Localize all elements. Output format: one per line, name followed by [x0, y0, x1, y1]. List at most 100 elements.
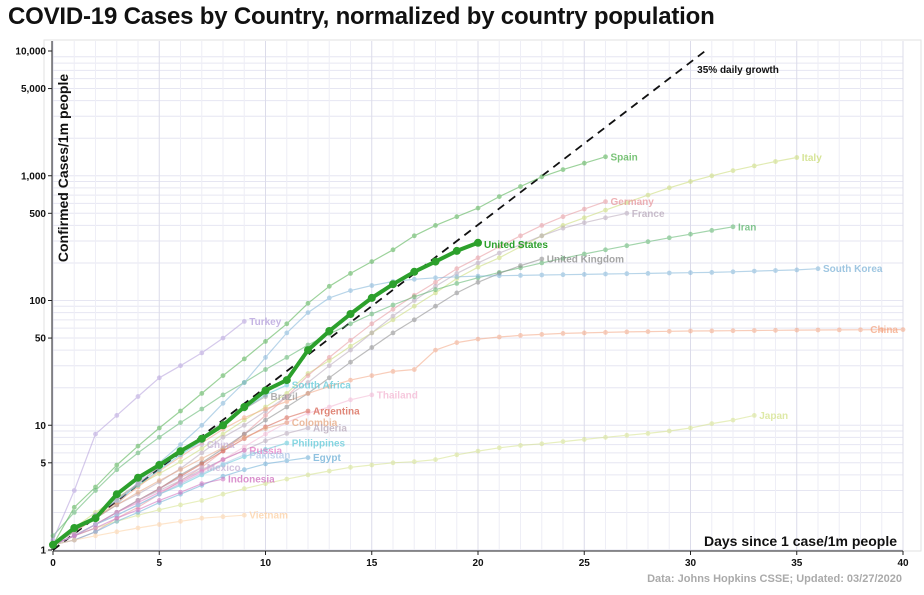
data-point	[135, 450, 141, 456]
data-point	[348, 343, 353, 349]
y-tick-label: 50	[35, 334, 47, 345]
data-point	[156, 478, 162, 483]
data-point	[199, 498, 205, 503]
data-point	[369, 345, 375, 350]
data-point	[773, 159, 778, 164]
series-label-thailand: Thailand	[377, 390, 418, 401]
series-vietnam[interactable]	[50, 512, 247, 548]
series-turkey[interactable]	[50, 319, 247, 543]
data-point	[645, 239, 651, 245]
series-line	[52, 414, 755, 546]
reference-line-label: 35% daily growth	[697, 65, 779, 76]
data-point	[389, 280, 397, 289]
data-point	[454, 266, 460, 272]
data-point	[581, 330, 587, 336]
series-label-united-states: United States	[484, 240, 548, 251]
data-point	[539, 441, 545, 447]
data-point	[475, 273, 481, 279]
data-point	[751, 328, 757, 333]
data-point	[411, 298, 417, 303]
data-point	[135, 443, 141, 449]
data-point	[135, 394, 141, 399]
data-point	[199, 442, 205, 447]
data-point	[241, 422, 247, 428]
data-point	[263, 394, 268, 399]
data-point	[263, 339, 268, 344]
data-point	[454, 274, 460, 280]
data-point	[326, 384, 332, 389]
series-label-egypt: Egypt	[313, 453, 341, 464]
series-label-spain: Spain	[611, 152, 638, 163]
data-point	[454, 340, 460, 345]
data-point	[155, 461, 164, 469]
data-point	[220, 373, 226, 378]
series-label-italy: Italy	[802, 153, 822, 164]
data-point	[263, 406, 268, 412]
data-point	[93, 529, 98, 535]
data-point	[624, 271, 630, 277]
data-point	[114, 515, 120, 521]
series-label-iran: Iran	[738, 222, 756, 233]
data-point	[433, 283, 438, 289]
data-point	[178, 442, 183, 447]
series-china[interactable]	[50, 327, 906, 548]
data-point	[348, 337, 353, 343]
data-point	[71, 510, 77, 515]
data-point	[411, 459, 417, 465]
data-point	[178, 481, 183, 487]
y-tick: 1,000	[21, 171, 52, 182]
series-label-south-korea: South Korea	[823, 264, 883, 275]
data-point	[134, 473, 142, 482]
series-indonesia[interactable]	[50, 476, 226, 548]
y-axis-title: Confirmed Cases/1m people	[55, 74, 71, 262]
data-point	[815, 266, 821, 272]
series-label-france: France	[632, 209, 665, 220]
data-point	[624, 243, 630, 249]
series-france[interactable]	[50, 210, 630, 548]
data-point	[688, 270, 693, 276]
data-point	[773, 268, 778, 273]
x-tick: 20	[472, 551, 484, 569]
data-point	[688, 231, 693, 237]
series-line	[52, 156, 797, 546]
series-japan[interactable]	[50, 413, 757, 548]
data-point	[369, 392, 375, 398]
data-point	[305, 408, 311, 414]
data-point	[454, 290, 460, 296]
data-point	[220, 445, 226, 451]
data-point	[475, 279, 481, 285]
data-point	[114, 502, 120, 508]
data-point	[220, 400, 226, 406]
data-point	[581, 437, 587, 442]
x-tick-label: 35	[791, 558, 803, 569]
x-tick-label: 5	[156, 558, 162, 569]
data-point	[454, 281, 460, 286]
data-point	[220, 434, 226, 440]
series-spain[interactable]	[50, 154, 608, 548]
series-label-vietnam: Vietnam	[249, 511, 288, 522]
series-label-united-kingdom: United Kingdom	[547, 255, 624, 266]
x-tick: 5	[156, 551, 162, 569]
data-point	[135, 489, 141, 495]
data-point	[199, 481, 205, 487]
series-united-states[interactable]	[49, 238, 482, 549]
data-point	[178, 420, 183, 425]
data-point	[326, 375, 332, 381]
data-point	[199, 422, 205, 428]
data-point	[539, 174, 545, 180]
data-point	[346, 310, 355, 318]
data-point	[645, 192, 651, 198]
data-point	[263, 355, 268, 360]
data-point	[135, 498, 141, 503]
x-tick-label: 30	[685, 558, 697, 569]
data-point	[879, 327, 885, 333]
data-point	[261, 386, 270, 395]
data-point	[114, 467, 120, 473]
data-point	[178, 518, 183, 524]
x-axis: 0 5 10 15 20 25 30 35 40	[50, 550, 909, 569]
series-label-philippines: Philippines	[292, 439, 346, 450]
data-point	[390, 313, 396, 319]
data-point	[815, 327, 821, 333]
